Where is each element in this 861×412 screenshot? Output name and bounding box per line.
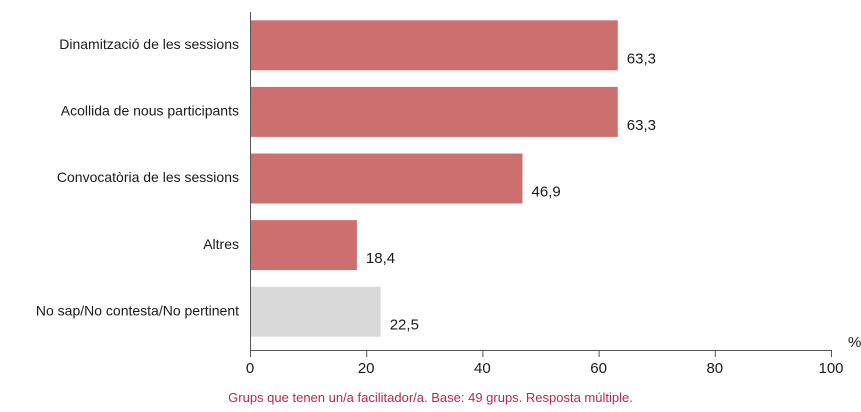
category-label-5: No sap/No contesta/No pertinent [36, 302, 239, 318]
x-tick-label-100: 100 [818, 360, 843, 377]
x-tick-label-0: 0 [246, 360, 254, 377]
category-label-4: Altres [203, 236, 239, 252]
bar-3 [251, 153, 523, 204]
category-label-1: Dinamització de les sessions [59, 36, 239, 52]
value-label-3: 46,9 [531, 183, 560, 200]
x-tick-label-80: 80 [706, 360, 723, 377]
x-tick-label-40: 40 [474, 360, 491, 377]
bar-chart: Dinamització de les sessions 63,3 Acollida… [36, 12, 861, 377]
bar-5 [251, 286, 381, 337]
value-label-1: 63,3 [627, 50, 656, 67]
bar-1 [251, 20, 618, 71]
bar-2 [251, 86, 618, 137]
value-label-4: 18,4 [366, 250, 395, 267]
bar-4 [251, 220, 357, 271]
value-label-5: 22,5 [390, 317, 419, 334]
value-label-2: 63,3 [627, 117, 656, 134]
x-axis-unit-label: % [848, 334, 861, 351]
x-tick-label-20: 20 [358, 360, 375, 377]
chart-footnote: Grups que tenen un/a facilitador/a. Base… [228, 390, 633, 405]
category-label-3: Convocatòria de les sessions [57, 169, 239, 185]
x-tick-label-60: 60 [590, 360, 607, 377]
category-label-2: Acollida de nous participants [61, 103, 239, 119]
